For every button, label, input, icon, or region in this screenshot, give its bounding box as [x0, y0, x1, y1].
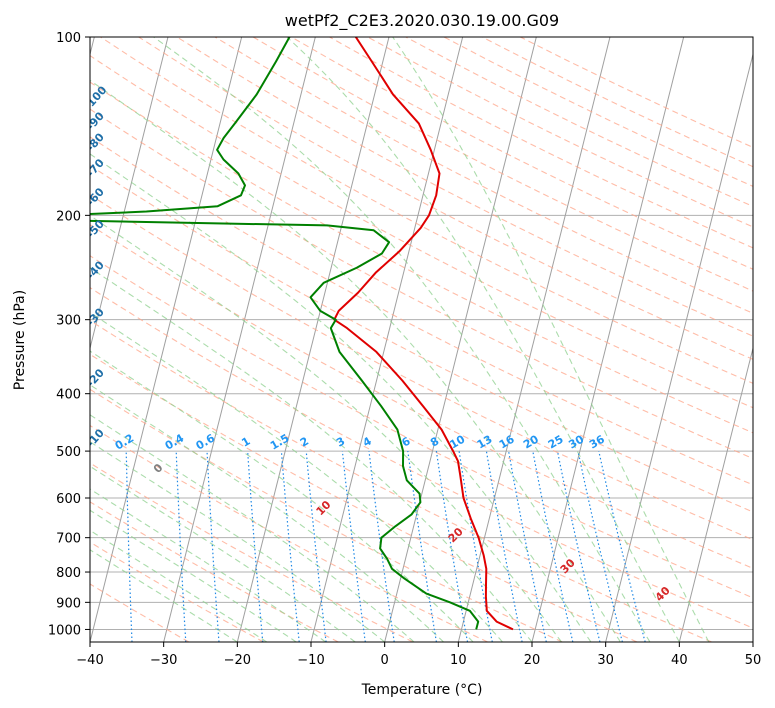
axis-ticks: −40 −30 −20 −10 0 10 20 30 40 50 100 200 300 400 500 60… — [48, 31, 761, 668]
moist-adiabat-line — [90, 465, 356, 642]
mixing-ratio-line — [305, 451, 327, 642]
mixing-ratio-line — [532, 450, 574, 642]
y-tick-label: 800 — [56, 566, 81, 581]
y-tick-label: 700 — [56, 532, 81, 547]
moist-adiabat-line — [90, 79, 621, 642]
y-tick-label: 1000 — [48, 623, 81, 638]
moist-adiabat-line — [90, 441, 386, 642]
dry-adiabat-line — [176, 37, 753, 337]
dewpoint-trace — [90, 37, 480, 630]
plot-area: 0.10.20.40.611.52346810131620253036-100-… — [90, 37, 753, 642]
moist-adiabat-line — [90, 311, 503, 642]
x-tick-label: −40 — [76, 653, 103, 668]
mixing-ratio-line — [280, 451, 300, 642]
mixing-ratio-line — [485, 450, 523, 642]
mixing-ratio-line — [341, 451, 366, 642]
dry-adiabat-line — [90, 81, 753, 434]
moist-adiabat-line — [90, 414, 415, 642]
moist-adiabat-line — [90, 153, 592, 642]
isotherm-line — [236, 37, 390, 642]
temperature-trace — [333, 37, 514, 631]
x-axis-title: Temperature (°C) — [361, 682, 483, 698]
x-tick-label: 40 — [671, 653, 688, 668]
x-tick-label: 20 — [524, 653, 541, 668]
y-tick-label: 200 — [56, 209, 81, 224]
dry-adiabat-line — [90, 462, 414, 642]
dry-adiabat-line — [90, 319, 712, 642]
x-tick-label: 30 — [597, 653, 614, 668]
mixing-ratio-line — [368, 451, 395, 642]
isotherm-line — [384, 37, 537, 642]
dry-adiabat-line — [90, 164, 753, 513]
mixing-ratio-line — [508, 450, 547, 642]
mixing-ratio-line — [598, 450, 646, 642]
x-tick-label: 50 — [745, 653, 762, 668]
chart-title: wetPf2_C2E3.2020.030.19.00.G09 — [285, 11, 559, 31]
moist-adiabat-line — [392, 37, 710, 642]
isotherm-line — [678, 346, 753, 642]
y-tick-label: 400 — [56, 388, 81, 403]
dry-adiabat-line — [90, 424, 488, 642]
moist-adiabat-line — [90, 384, 444, 642]
isotherm-line — [163, 37, 316, 642]
y-tick-label: 600 — [56, 492, 81, 507]
mixing-ratio-line — [407, 451, 437, 642]
dry-adiabat-line — [90, 353, 638, 642]
y-tick-label: 500 — [56, 445, 81, 460]
y-tick-label: 300 — [56, 314, 81, 329]
plot-frame — [89, 36, 754, 643]
moist-adiabat-line — [286, 37, 680, 642]
isotherm-line — [90, 37, 243, 642]
x-tick-label: −10 — [297, 653, 324, 668]
y-tick-label: 100 — [56, 31, 81, 46]
dry-adiabat-line — [90, 583, 190, 642]
moist-adiabat-line — [90, 488, 327, 642]
dry-adiabat-line — [90, 388, 563, 642]
moist-adiabat-line — [90, 267, 533, 642]
isotherm-line — [457, 37, 611, 642]
moist-adiabat-line — [90, 214, 562, 642]
x-tick-label: 0 — [381, 653, 389, 668]
x-tick-label: −30 — [150, 653, 177, 668]
mixing-ratio-line — [556, 450, 601, 642]
y-axis-title: Pressure (hPa) — [12, 290, 28, 390]
mixing-ratio-line — [577, 450, 623, 642]
dry-adiabat-line — [90, 194, 753, 541]
mixing-ratio-line — [247, 451, 264, 642]
isotherm-line — [90, 37, 169, 351]
dry-adiabat-line — [90, 136, 753, 486]
x-tick-label: 10 — [450, 653, 467, 668]
y-tick-label: 900 — [56, 596, 81, 611]
x-tick-label: −20 — [224, 653, 251, 668]
